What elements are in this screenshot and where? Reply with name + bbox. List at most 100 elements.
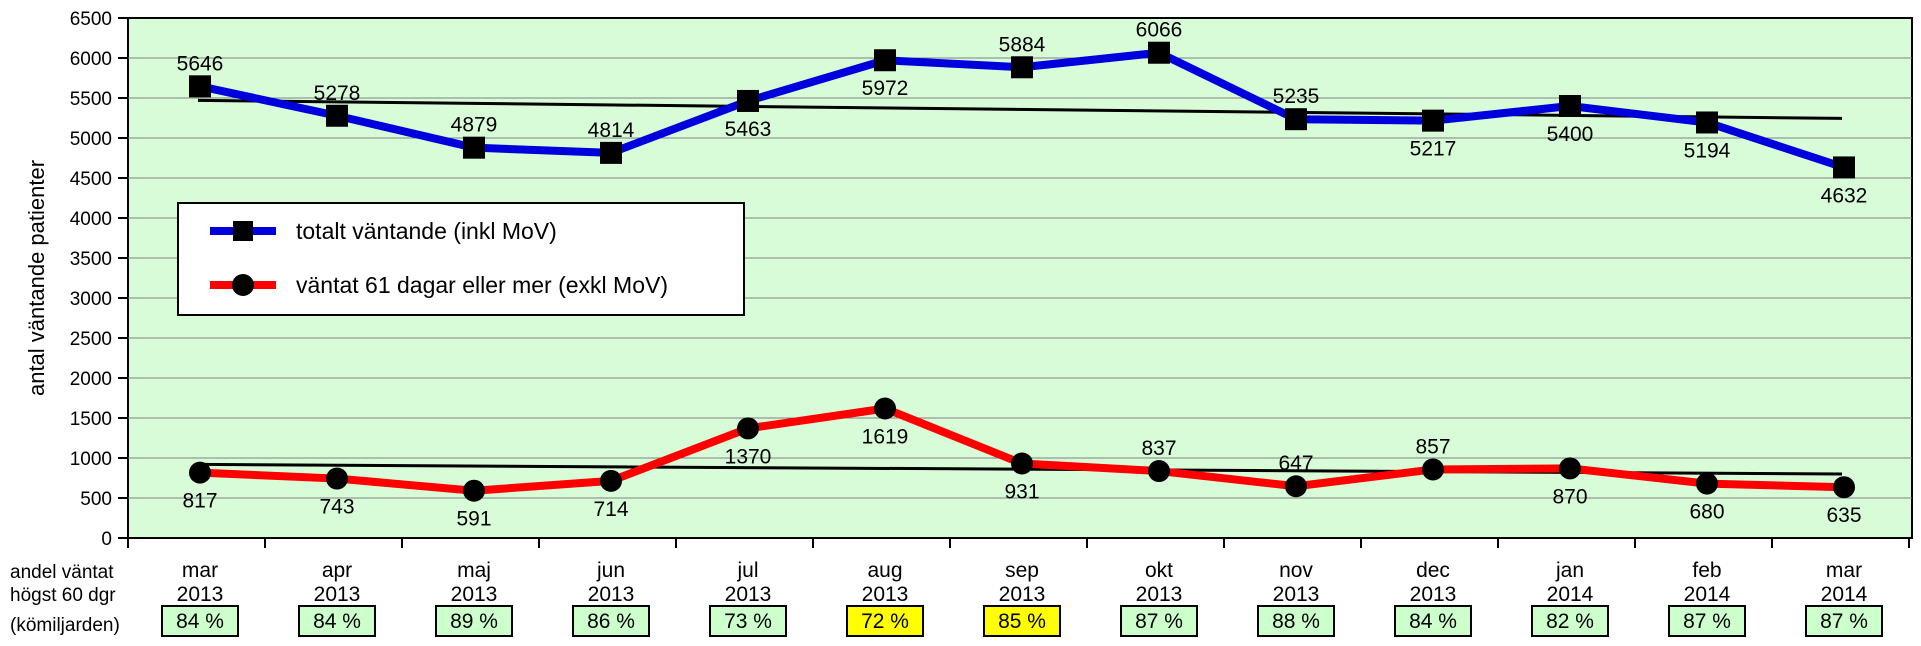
- percentage-box: [435, 605, 513, 637]
- y-tick-label: 3000: [70, 289, 112, 310]
- bottom-row-label-line-2: högst 60 dgr: [10, 585, 116, 606]
- data-label: 1619: [862, 425, 909, 448]
- x-tick-label-year: 2014: [1684, 583, 1731, 606]
- bottom-row-label: andel väntat högst 60 dgr (kömiljarden): [10, 562, 120, 636]
- legend: totalt väntande (inkl MoV) väntat 61 dag…: [177, 202, 745, 316]
- y-tick-label: 4500: [70, 169, 112, 190]
- legend-marker-square-icon: [233, 221, 253, 241]
- percentage-value: 89 %: [450, 610, 498, 633]
- y-tick-label: 1500: [70, 409, 112, 430]
- y-tick-label: 2500: [70, 329, 112, 350]
- x-tick-label-month: jul: [736, 559, 758, 582]
- data-point-circle: [1011, 452, 1033, 475]
- y-tick-label: 4000: [70, 209, 112, 230]
- data-label: 4632: [1821, 184, 1868, 207]
- data-label: 680: [1689, 501, 1724, 524]
- legend-box: [177, 202, 745, 316]
- data-point-square: [189, 75, 211, 98]
- percentage-value: 88 %: [1272, 610, 1320, 633]
- y-tick-label: 5000: [70, 129, 112, 150]
- percentage-box: [1531, 605, 1609, 637]
- y-tick-label: 3500: [70, 249, 112, 270]
- data-point-square: [1011, 56, 1033, 79]
- data-label: 743: [319, 496, 354, 519]
- bottom-row-label-line-3: (kömiljarden): [10, 615, 120, 636]
- x-tick-label-year: 2013: [1410, 583, 1457, 606]
- data-point-square: [874, 49, 896, 72]
- percentage-value: 84 %: [1409, 610, 1457, 633]
- data-label: 5278: [314, 82, 361, 105]
- x-tick-label-month: nov: [1279, 559, 1313, 582]
- y-axis: 0 500 1000 1500 2000 2500 3000 3500 4000 4500 5000…: [70, 9, 128, 550]
- y-tick-label: 500: [80, 489, 112, 510]
- data-point-square: [600, 141, 622, 164]
- data-point-circle: [737, 417, 759, 440]
- data-point-circle: [1285, 475, 1307, 498]
- percentage-value: 84 %: [176, 610, 224, 633]
- data-point-circle: [326, 467, 348, 490]
- x-tick-label-year: 2013: [999, 583, 1046, 606]
- percentage-value: 82 %: [1546, 610, 1594, 633]
- x-tick-label-month: feb: [1692, 559, 1721, 582]
- x-tick-label-year: 2013: [862, 583, 909, 606]
- data-label: 857: [1415, 435, 1450, 458]
- x-tick-label-month: dec: [1416, 559, 1450, 582]
- data-point-circle: [1833, 476, 1855, 499]
- percentage-value: 85 %: [998, 610, 1046, 633]
- data-point-circle: [1559, 457, 1581, 480]
- x-tick-label-year: 2014: [1547, 583, 1594, 606]
- data-point-circle: [1148, 460, 1170, 483]
- data-labels: 5646 5278 4879 4814 5463 5972 5884 6066 5235 5217…: [177, 19, 1868, 531]
- x-tick-label-month: aug: [867, 559, 902, 582]
- percentage-value: 87 %: [1135, 610, 1183, 633]
- data-label: 5400: [1547, 123, 1594, 146]
- percentage-box: [983, 605, 1061, 637]
- data-label: 714: [593, 498, 628, 521]
- data-point-square: [1696, 111, 1718, 134]
- percentage-box: [572, 605, 650, 637]
- legend-label-long-wait: väntat 61 dagar eller mer (exkl MoV): [296, 272, 668, 298]
- data-label: 635: [1826, 504, 1861, 527]
- percentage-box: [1120, 605, 1198, 637]
- legend-marker-circle-icon: [232, 274, 254, 296]
- data-point-circle: [189, 461, 211, 484]
- data-point-square: [1833, 156, 1855, 179]
- data-point-circle: [463, 479, 485, 502]
- percentage-value: 86 %: [587, 610, 635, 633]
- x-tick-label-month: sep: [1005, 559, 1039, 582]
- percentage-box: [298, 605, 376, 637]
- x-tick-label-year: 2013: [1273, 583, 1320, 606]
- y-tick-label: 1000: [70, 449, 112, 470]
- data-point-circle: [1422, 458, 1444, 481]
- x-tick-label-month: maj: [457, 559, 491, 582]
- data-label: 837: [1141, 437, 1176, 460]
- percentage-value: 87 %: [1683, 610, 1731, 633]
- legend-label-total: totalt väntande (inkl MoV): [296, 218, 557, 244]
- x-tick-label-year: 2014: [1821, 583, 1868, 606]
- x-tick-label-month: jan: [1555, 559, 1584, 582]
- data-label: 817: [182, 490, 217, 513]
- data-label: 4879: [451, 114, 498, 137]
- bottom-row-label-line-1: andel väntat: [10, 562, 114, 583]
- percentage-box: [161, 605, 239, 637]
- data-label: 931: [1004, 481, 1039, 504]
- x-tick-label-month: apr: [322, 559, 352, 582]
- x-tick-label-year: 2013: [314, 583, 361, 606]
- data-point-circle: [600, 469, 622, 492]
- data-label: 647: [1278, 452, 1313, 475]
- data-point-square: [737, 89, 759, 112]
- x-tick-label-year: 2013: [451, 583, 498, 606]
- data-point-circle: [1696, 472, 1718, 495]
- data-label: 4814: [588, 119, 635, 142]
- data-point-square: [1148, 41, 1170, 64]
- x-tick-label-year: 2013: [725, 583, 772, 606]
- data-point-square: [1285, 108, 1307, 131]
- x-axis: mar2013apr2013maj2013jun2013jul2013aug20…: [127, 538, 1910, 606]
- data-point-square: [1422, 109, 1444, 132]
- data-label: 5646: [177, 52, 224, 75]
- data-label: 5194: [1684, 139, 1731, 162]
- data-point-circle: [874, 397, 896, 420]
- data-label: 5217: [1410, 138, 1457, 161]
- x-tick-label-month: jun: [596, 559, 625, 582]
